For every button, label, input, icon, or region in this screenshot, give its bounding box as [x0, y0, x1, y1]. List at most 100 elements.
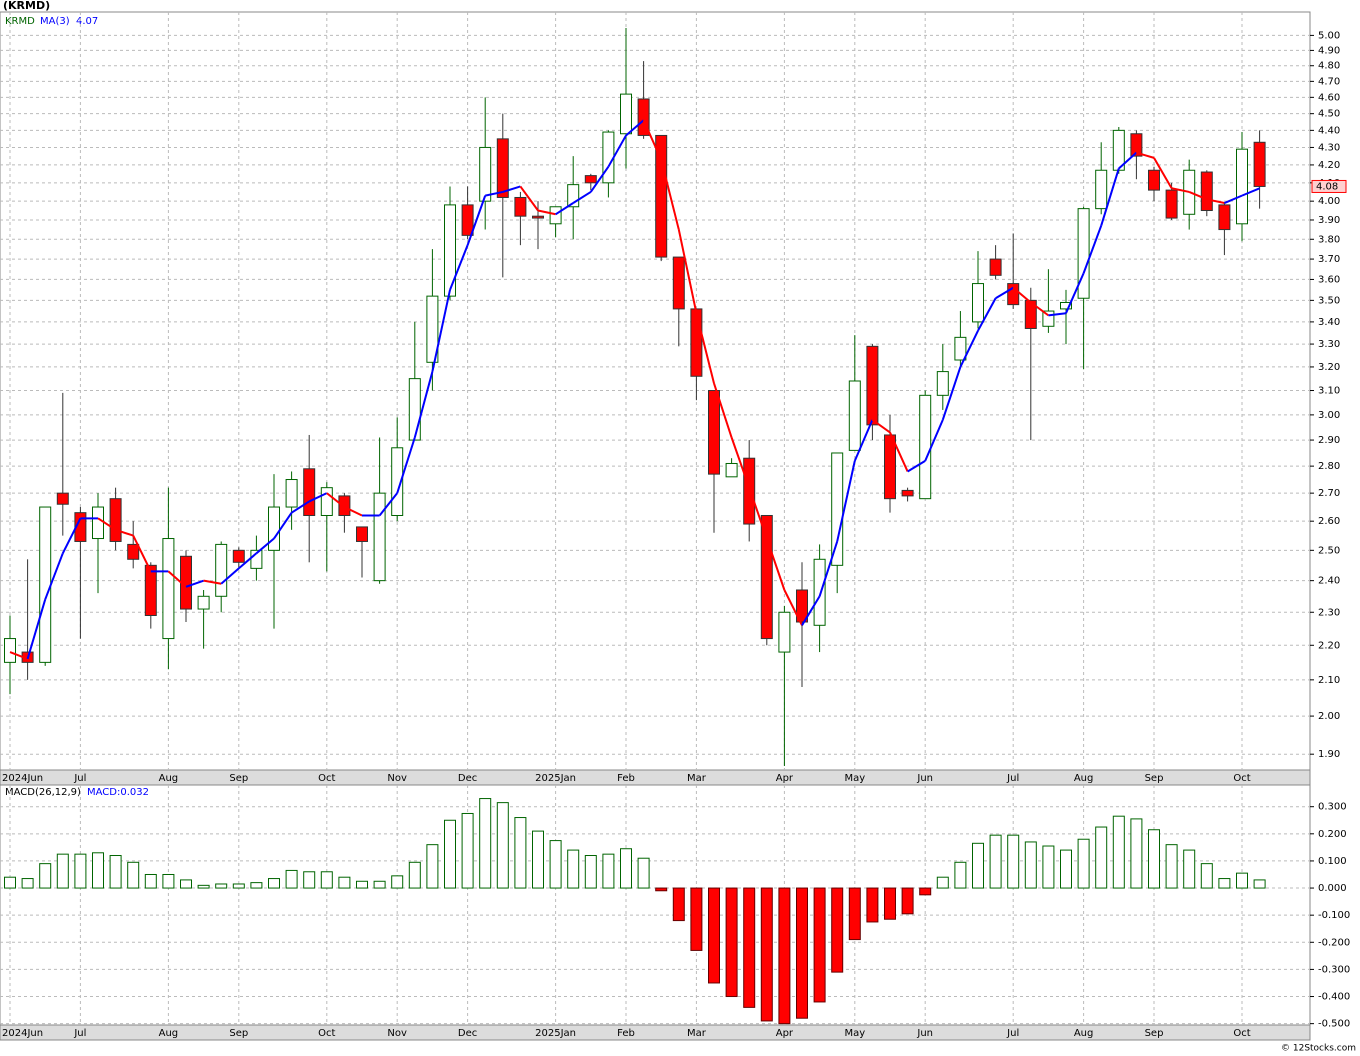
candle-body — [1130, 133, 1143, 157]
ma-segment — [255, 537, 275, 555]
ma-segment — [238, 552, 258, 570]
macd-bar — [92, 852, 104, 889]
candle-body — [479, 146, 492, 202]
candle-body — [760, 514, 773, 640]
candle-body — [602, 131, 615, 184]
ma-segment — [203, 579, 222, 585]
ma-segment — [889, 432, 909, 472]
candle-body — [373, 492, 386, 582]
macd-bar — [813, 887, 826, 1003]
candle-body — [1024, 299, 1037, 329]
macd-bar — [127, 861, 140, 889]
y-tick-label: 2.30 — [1318, 607, 1340, 618]
y-tick-label: 3.80 — [1318, 234, 1340, 245]
candle-body — [813, 558, 826, 626]
y-tick-label: 4.30 — [1318, 142, 1340, 153]
candle-body — [919, 394, 932, 500]
y-tick-label: 3.90 — [1318, 215, 1340, 226]
ma-segment — [713, 383, 733, 438]
y-tick-label: 4.20 — [1318, 160, 1340, 171]
x-tick-label: Nov — [387, 1028, 407, 1039]
macd-bar — [514, 817, 527, 889]
x-tick-label: Jul — [1006, 1028, 1019, 1039]
macd-bar — [232, 883, 245, 889]
macd-bar — [74, 853, 87, 889]
y-tick-label: 3.60 — [1318, 274, 1340, 285]
last-price-label: 4.08 — [1316, 181, 1338, 192]
macd-bar — [637, 857, 650, 889]
ma-segment — [26, 599, 47, 660]
legend-ma-value: 4.07 — [76, 16, 98, 27]
ma-segment — [1153, 157, 1173, 189]
x-tick-label: Jun — [916, 1028, 933, 1039]
y-tick-label: -0.400 — [1318, 992, 1350, 1003]
ma-segment — [1241, 187, 1260, 197]
candle-body — [901, 489, 914, 497]
macd-bar — [672, 887, 685, 922]
candle-body — [708, 390, 720, 475]
y-tick-label: 3.00 — [1318, 410, 1340, 421]
macd-bar — [567, 849, 580, 889]
y-tick-label: 3.20 — [1318, 362, 1340, 373]
macd-bar — [56, 853, 69, 889]
y-tick-label: -0.500 — [1318, 1019, 1350, 1030]
macd-bar — [989, 834, 1002, 889]
candle-body — [725, 462, 738, 478]
candle-body — [39, 506, 52, 663]
candle-body — [426, 295, 439, 363]
x-tick-label: Sep — [1145, 773, 1164, 784]
candle-body — [461, 204, 474, 236]
y-tick-label: 3.40 — [1318, 317, 1340, 328]
y-tick-label: 4.50 — [1318, 109, 1340, 120]
y-tick-label: -0.300 — [1318, 964, 1350, 975]
macd-bar — [250, 882, 263, 889]
x-tick-label: Aug — [159, 773, 179, 784]
y-tick-label: 1.90 — [1318, 749, 1340, 760]
candle-body — [109, 498, 122, 542]
y-tick-label: 2.80 — [1318, 461, 1340, 472]
candle-body — [743, 457, 756, 525]
candle-body — [391, 447, 404, 516]
ma-segment — [61, 517, 82, 554]
x-tick-label: Feb — [617, 773, 635, 784]
macd-bar — [901, 887, 914, 915]
ma-segment — [431, 289, 451, 372]
macd-bar — [338, 876, 351, 889]
x-tick-label: Oct — [1233, 773, 1250, 784]
macd-bar — [954, 861, 967, 889]
macd-bar — [848, 887, 861, 941]
ma-segment — [555, 202, 574, 216]
candle-body — [690, 308, 703, 377]
ma-segment — [308, 492, 328, 503]
macd-bar — [1165, 844, 1178, 889]
x-tick-label: Oct — [1233, 1028, 1250, 1039]
candle-body — [655, 134, 668, 258]
ma-segment — [115, 528, 134, 537]
candle-body — [496, 138, 509, 198]
y-tick-label: 4.90 — [1318, 45, 1340, 56]
y-tick-label: 0.000 — [1318, 883, 1347, 894]
footer: © 12Stocks.com — [1281, 1044, 1356, 1054]
y-tick-label: 2.90 — [1318, 435, 1340, 446]
x-tick-label: Nov — [387, 773, 407, 784]
legend-ma: MA(3) — [40, 16, 70, 27]
y-tick-label: 2.50 — [1318, 545, 1340, 556]
chart-title: (KRMD) — [3, 0, 50, 12]
candle-body — [884, 434, 896, 500]
candle-body — [831, 452, 844, 566]
y-tick-label: 4.40 — [1318, 125, 1340, 136]
ma-segment — [1048, 312, 1067, 317]
macd-bar — [197, 884, 210, 889]
x-tick-label: Jul — [73, 773, 86, 784]
macd-bar — [796, 887, 808, 1019]
ma-segment — [273, 512, 293, 540]
ma-segment — [502, 185, 521, 193]
x-tick-label: Aug — [1074, 773, 1094, 784]
ma-segment — [326, 492, 346, 508]
x-tick-label: Feb — [617, 1028, 635, 1039]
candle-body — [778, 611, 791, 653]
macd-bar — [602, 853, 615, 889]
y-tick-label: -0.200 — [1318, 937, 1350, 948]
y-tick-label: 2.00 — [1318, 711, 1340, 722]
